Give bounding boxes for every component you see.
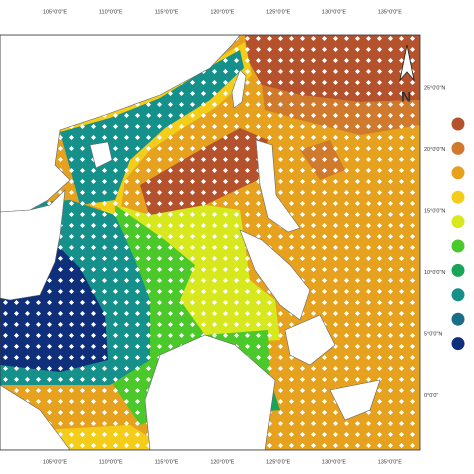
legend-swatch	[451, 190, 465, 204]
longitude-label: 135°0'0"E	[378, 9, 402, 15]
longitude-label: 120°0'0"E	[210, 9, 234, 15]
latitude-label: 0°0'0"	[424, 393, 438, 399]
latitude-label: 15°0'0"N	[424, 208, 445, 214]
legend-swatch	[451, 166, 465, 180]
north-arrow-shape	[399, 44, 415, 82]
land-luzon	[255, 139, 301, 233]
longitude-label: 120°0'0"E	[210, 459, 234, 465]
land-sumatra	[0, 384, 71, 450]
land-hainan	[89, 141, 113, 169]
longitude-label: 130°0'0"E	[322, 9, 346, 15]
longitude-label: 115°0'0"E	[155, 9, 179, 15]
land-islands	[239, 229, 311, 321]
legend-swatch	[451, 263, 465, 277]
legend-swatch	[451, 239, 465, 253]
longitude-label: 110°0'0"E	[99, 9, 123, 15]
north-arrow: N	[399, 44, 415, 105]
latitude-label: 20°0'0"N	[424, 147, 445, 153]
legend-swatch	[451, 117, 465, 131]
legend-swatch	[451, 141, 465, 155]
legend-swatch	[451, 288, 465, 302]
map-frame	[0, 34, 421, 451]
land-indochina	[0, 189, 66, 301]
legend-swatch	[451, 337, 465, 351]
longitude-label: 125°0'0"E	[266, 459, 290, 465]
land-mindanao	[284, 314, 336, 366]
land-taiwan	[231, 69, 247, 109]
longitude-label: 105°0'0"E	[43, 9, 67, 15]
longitude-label: 105°0'0"E	[43, 459, 67, 465]
land-borneo	[144, 334, 276, 450]
land-sulawesi	[329, 379, 381, 421]
legend-swatch	[451, 215, 465, 229]
longitude-label: 115°0'0"E	[155, 459, 179, 465]
latitude-label: 5°0'0"N	[424, 331, 442, 337]
longitude-label: 135°0'0"E	[378, 459, 402, 465]
longitude-label: 110°0'0"E	[99, 459, 123, 465]
latitude-label: 25°0'0"N	[424, 85, 445, 91]
north-label: N	[401, 89, 411, 105]
longitude-label: 125°0'0"E	[266, 9, 290, 15]
latitude-label: 10°0'0"N	[424, 270, 445, 276]
longitude-label: 130°0'0"E	[322, 459, 346, 465]
map-area	[0, 35, 420, 450]
legend-swatch	[451, 312, 465, 326]
